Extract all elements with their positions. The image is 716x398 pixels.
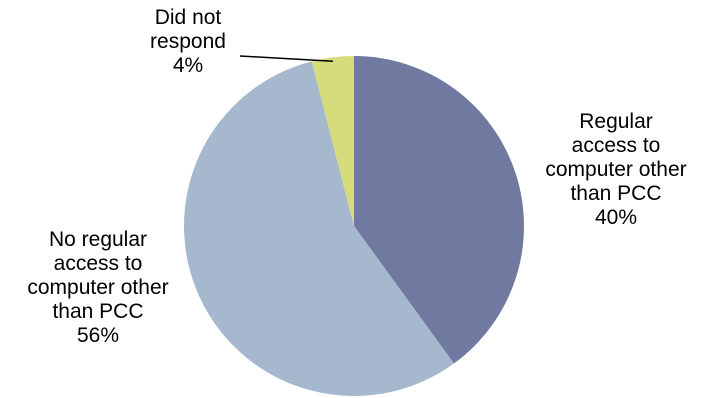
slice-label-line: access to — [572, 134, 661, 157]
pie-slice-no-regular — [183, 61, 454, 397]
slice-label-line: computer other — [545, 158, 686, 181]
slice-label-line: access to — [54, 252, 143, 275]
pie-slice-regular — [354, 56, 524, 364]
slice-label-line: Did not — [155, 6, 222, 29]
slice-label-line: than PCC — [570, 182, 661, 205]
slice-label-line: than PCC — [52, 300, 143, 323]
slice-label-did-not: Did not respond 4% — [150, 6, 226, 77]
slice-labels: Regular access to computer other than PCC 40… — [27, 6, 686, 347]
slice-percent-label: 4% — [173, 54, 203, 77]
slice-label-line: respond — [150, 30, 226, 53]
slice-label-line: Regular — [579, 110, 653, 133]
slice-label-regular: Regular access to computer other than PCC 40… — [545, 110, 686, 229]
slice-percent-label: 56% — [77, 324, 119, 347]
slice-percent-label: 40% — [595, 206, 637, 229]
pie-slice-did-not — [311, 56, 354, 226]
slice-label-no-regular: No regular access to computer other than PC… — [27, 228, 168, 347]
leader-line-did-not-respond — [239, 55, 333, 63]
pie-slices — [183, 56, 524, 397]
slice-label-line: computer other — [27, 276, 168, 299]
slice-label-line: No regular — [49, 228, 147, 251]
